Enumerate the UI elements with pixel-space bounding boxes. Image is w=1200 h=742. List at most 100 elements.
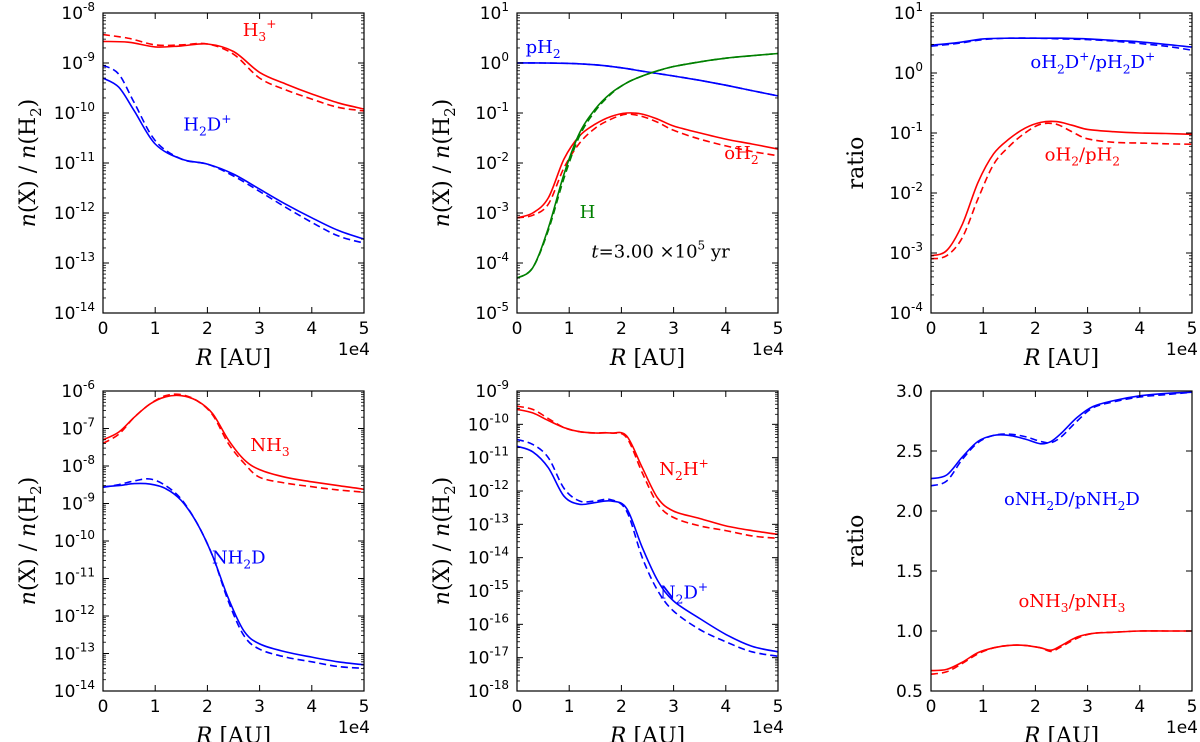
y-axis-label: n(X) / n(H2)	[16, 99, 45, 228]
x-tick-label: 3	[1082, 319, 1093, 339]
series-line-nh3	[103, 394, 364, 490]
x-axis-label: R [AU]	[609, 346, 685, 371]
series-line-h3-	[103, 40, 364, 110]
curve-label-onh3-pnh3: oNH3​/pNH3​	[1018, 591, 1125, 615]
series-line-oh2-dashed	[517, 113, 778, 219]
curve-label-oh2d-ph2d-: oH2​D+​/pH2​D+​	[1030, 50, 1155, 77]
plot-frame	[102, 12, 365, 314]
y-tick-label: 0.5	[896, 682, 923, 702]
curve-label-n2h-: N2​H+​	[659, 457, 709, 484]
y-tick-label: 10-14	[468, 545, 509, 569]
y-tick-label: 100	[894, 60, 923, 84]
x-tick-label: 4	[1134, 697, 1145, 717]
y-tick-label: 10-8	[61, 453, 95, 477]
y-tick-label: 10-14	[54, 678, 95, 702]
y-tick-label: 10-9	[61, 491, 95, 515]
y-tick-label: 10-16	[468, 611, 509, 635]
series-line-ph2	[517, 62, 778, 97]
time-annotation: t=3.00 ×105 yr	[591, 238, 730, 262]
y-tick-label: 10-4	[889, 300, 923, 324]
series-line-onh2d-pnh2d-dashed	[931, 391, 1192, 487]
curve-label-nh2d: NH2​D	[212, 548, 266, 572]
x-tick-label: 2	[202, 319, 213, 339]
y-tick-label: 10-2	[475, 150, 509, 174]
y-tick-label: 10-18	[468, 678, 509, 702]
y-tick-label: 10-12	[468, 478, 509, 502]
x-tick-label: 1	[978, 319, 989, 339]
y-tick-label: 1.0	[896, 622, 923, 642]
y-tick-label: 101	[480, 0, 509, 24]
x-tick-label: 3	[668, 697, 679, 717]
x-offset-label: 1e4	[1166, 718, 1198, 738]
x-offset-label: 1e4	[1166, 340, 1198, 360]
y-tick-label: 10-3	[889, 240, 923, 264]
series-line-oh2	[517, 112, 778, 219]
plot-frame	[516, 390, 779, 692]
x-tick-label: 5	[359, 697, 370, 717]
x-tick-label: 4	[1134, 319, 1145, 339]
x-tick-label: 0	[512, 319, 523, 339]
series-line-n2h-	[517, 408, 778, 536]
series-line-nh2d-dashed	[103, 478, 364, 670]
y-tick-label: 10-11	[54, 566, 95, 590]
y-tick-label: 2.0	[896, 502, 923, 522]
y-tick-label: 10-7	[61, 416, 95, 440]
y-tick-label: 10-10	[54, 100, 95, 124]
x-tick-label: 5	[773, 697, 784, 717]
x-tick-label: 1	[150, 697, 161, 717]
y-tick-label: 10-11	[468, 445, 509, 469]
y-tick-label: 1.5	[896, 562, 923, 582]
series-line-n2d--dashed	[517, 438, 778, 658]
plot-frame	[930, 390, 1193, 692]
x-tick-label: 2	[1030, 319, 1041, 339]
y-tick-label: 100	[480, 50, 509, 74]
x-tick-label: 5	[359, 319, 370, 339]
series-line-h2d--dashed	[103, 64, 364, 244]
series-line-h-dashed	[517, 52, 778, 279]
x-tick-label: 0	[98, 319, 109, 339]
curve-label-oh2-ph2: oH2​/pH2​	[1045, 144, 1120, 168]
x-tick-label: 5	[1187, 697, 1198, 717]
x-offset-label: 1e4	[338, 340, 370, 360]
x-tick-label: 3	[254, 319, 265, 339]
series-line-oh2d-ph2d--dashed	[931, 37, 1192, 51]
y-tick-label: 10-10	[468, 411, 509, 435]
x-tick-label: 3	[1082, 697, 1093, 717]
x-tick-label: 1	[564, 319, 575, 339]
y-tick-label: 10-6	[61, 378, 95, 402]
series-line-oh2d-ph2d-	[931, 37, 1192, 48]
x-tick-label: 3	[668, 319, 679, 339]
x-tick-label: 4	[306, 697, 317, 717]
series-line-oh2-ph2-dashed	[931, 122, 1192, 260]
x-offset-label: 1e4	[752, 718, 784, 738]
x-axis-label: R [AU]	[1023, 724, 1099, 742]
y-tick-label: 10-1	[889, 120, 923, 144]
y-tick-label: 10-15	[468, 578, 509, 602]
series-line-oh2-ph2	[931, 120, 1192, 257]
x-tick-label: 1	[978, 697, 989, 717]
y-tick-label: 10-8	[61, 0, 95, 24]
y-tick-label: 10-5	[475, 300, 509, 324]
y-tick-label: 10-9	[475, 378, 509, 402]
y-tick-label: 10-13	[468, 511, 509, 535]
x-axis-label: R [AU]	[609, 724, 685, 742]
series-line-nh3-dashed	[103, 393, 364, 493]
x-tick-label: 5	[773, 319, 784, 339]
x-tick-label: 2	[616, 319, 627, 339]
y-axis-label: n(X) / n(H2)	[430, 99, 459, 228]
plot-frame	[930, 12, 1193, 314]
series-line-h3--dashed	[103, 33, 364, 112]
x-offset-label: 1e4	[338, 718, 370, 738]
y-tick-label: 10-13	[54, 641, 95, 665]
y-tick-label: 10-1	[475, 100, 509, 124]
x-offset-label: 1e4	[752, 340, 784, 360]
y-tick-label: 101	[894, 0, 923, 24]
x-tick-label: 0	[926, 697, 937, 717]
series-line-nh2d	[103, 482, 364, 666]
curve-label-h: H	[580, 202, 596, 223]
y-tick-label: 10-12	[54, 200, 95, 224]
y-tick-label: 10-12	[54, 603, 95, 627]
